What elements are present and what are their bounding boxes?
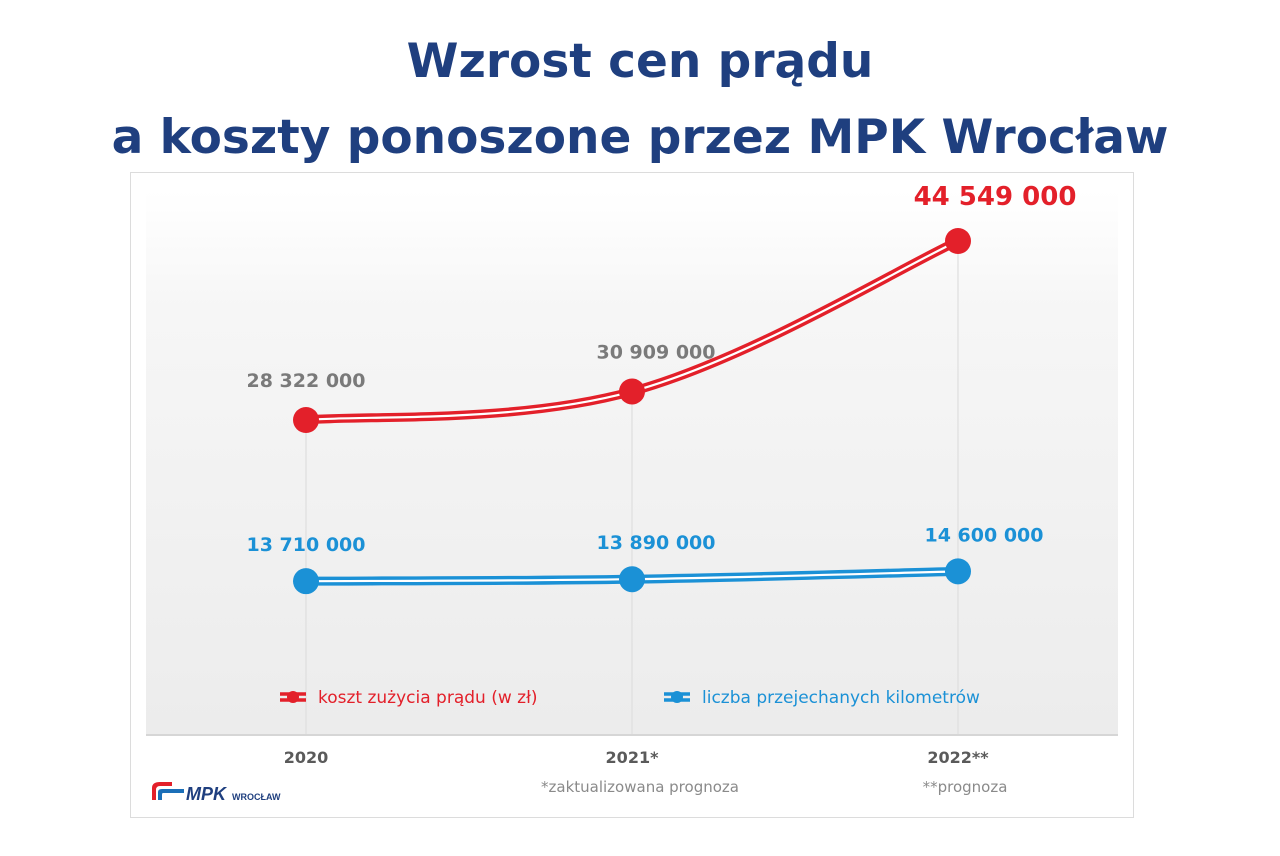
legend: koszt zużycia prądu (w zł) liczba przeje…: [280, 688, 980, 708]
x-tick-label: 2021*: [606, 748, 660, 767]
data-point: [293, 568, 319, 595]
data-label: 28 322 000: [247, 370, 366, 392]
logo-subtext: WROCŁAW: [232, 792, 281, 802]
data-point: [945, 558, 971, 585]
x-tick-label: 2022**: [927, 748, 989, 767]
chart-title-line-1: Wzrost cen prądu: [406, 34, 874, 89]
legend-marker-km: [671, 691, 683, 703]
data-point: [619, 566, 645, 593]
footnote-forecast: **prognoza: [923, 778, 1008, 796]
data-point: [619, 378, 645, 405]
x-tick-label: 2020: [284, 748, 329, 767]
data-label: 44 549 000: [914, 182, 1077, 212]
logo-text: MPK: [186, 784, 228, 804]
data-label: 30 909 000: [597, 341, 716, 363]
legend-marker-cost: [287, 691, 299, 703]
mpk-logo: MPK WROCŁAW: [152, 782, 281, 804]
data-label: 13 890 000: [597, 532, 716, 554]
data-point: [293, 407, 319, 433]
data-point: [945, 228, 971, 254]
chart-title-line-2: a koszty ponoszone przez MPK Wrocław: [111, 110, 1169, 165]
footnote-updated-forecast: *zaktualizowana prognoza: [541, 778, 739, 796]
logo-mark-blue: [158, 789, 184, 800]
data-label: 13 710 000: [247, 534, 366, 556]
data-label: 14 600 000: [925, 524, 1044, 546]
legend-label-km: liczba przejechanych kilometrów: [702, 688, 980, 708]
legend-item-km: liczba przejechanych kilometrów: [664, 688, 980, 708]
logo-mark-red: [152, 782, 172, 800]
legend-label-cost: koszt zużycia prądu (w zł): [318, 688, 538, 708]
legend-item-cost: koszt zużycia prądu (w zł): [280, 688, 538, 708]
